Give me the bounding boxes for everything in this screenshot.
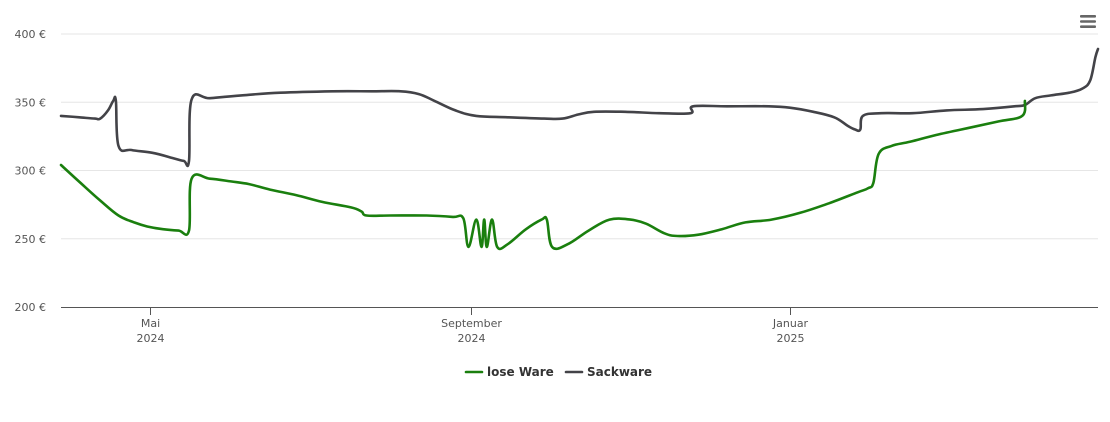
series-lines [59,47,1100,251]
x-tick-month-label: Mai [141,317,160,330]
legend-label: lose Ware [487,365,554,379]
hamburger-menu-icon [1080,15,1096,28]
chart-menu-button[interactable] [1074,8,1102,36]
x-tick-month-label: September [441,317,502,330]
y-tick-label: 400 € [15,28,47,41]
y-tick-label: 350 € [15,96,47,109]
legend-item-sackware[interactable]: Sackware [564,365,652,379]
x-axis: Mai 2024 September 2024 Januar 2025 [61,307,1098,345]
x-tick-month-label: Januar [772,317,809,330]
x-tick-year-label: 2024 [137,332,165,345]
y-axis: 400 € 350 € 300 € 250 € 200 € [15,28,47,314]
y-tick-label: 250 € [15,233,47,246]
x-tick-year-label: 2024 [458,332,486,345]
legend: lose Ware Sackware [464,365,652,379]
y-tick-label: 200 € [15,301,47,314]
x-tick-year-label: 2025 [777,332,805,345]
series-line-sackware[interactable] [59,47,1100,168]
legend-item-lose-ware[interactable]: lose Ware [464,365,554,379]
legend-label: Sackware [587,365,652,379]
grid-lines [61,33,1098,240]
y-tick-label: 300 € [15,165,47,178]
series-line-lose-ware[interactable] [59,99,1027,251]
